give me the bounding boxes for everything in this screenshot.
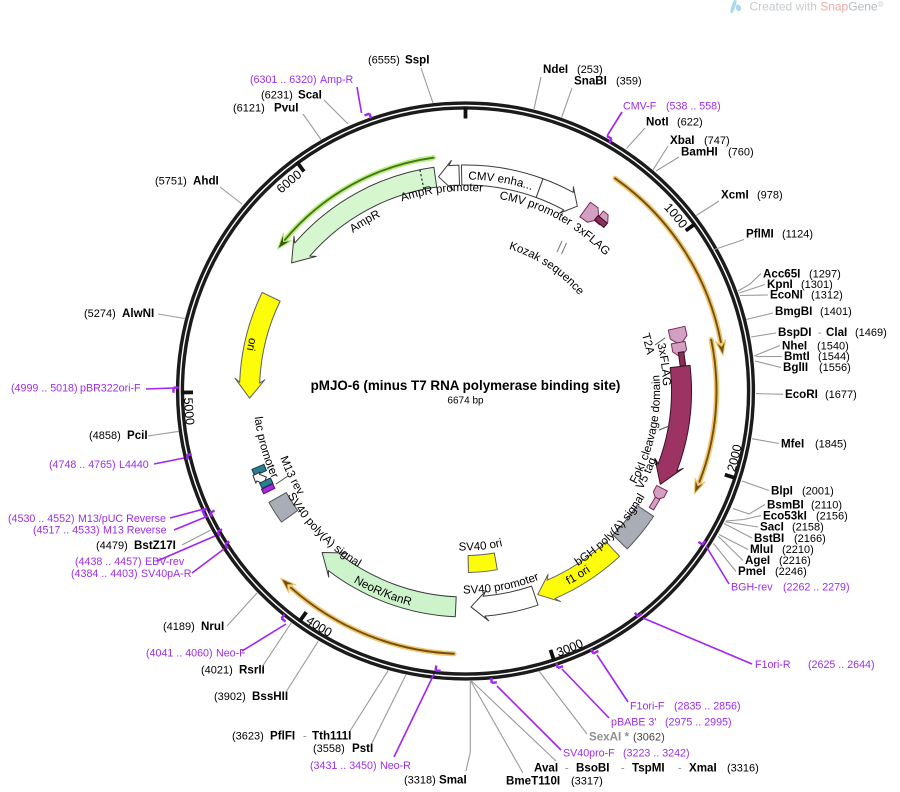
- svg-text:BspDI-ClaI(1469): BspDI-ClaI(1469): [778, 326, 887, 339]
- svg-text:(4384 .. 4403)SV40pA-R: (4384 .. 4403)SV40pA-R: [71, 568, 192, 580]
- svg-text:BGH-rev(2262 .. 2279): BGH-rev(2262 .. 2279): [731, 582, 850, 594]
- svg-text:(6555)SspI: (6555)SspI: [368, 54, 429, 67]
- svg-text:Created with SnapGene®: Created with SnapGene®: [750, 0, 884, 14]
- svg-text:(4189)NruI: (4189)NruI: [163, 620, 224, 633]
- svg-text:(4041 .. 4060)Neo-F: (4041 .. 4060)Neo-F: [146, 648, 246, 660]
- svg-text:5000: 5000: [181, 397, 197, 426]
- svg-text:BamHI(760): BamHI(760): [681, 146, 754, 159]
- svg-text:(6301 .. 6320)Amp-R: (6301 .. 6320)Amp-R: [250, 74, 354, 86]
- svg-text:F1ori-R(2625 .. 2644): F1ori-R(2625 .. 2644): [755, 659, 875, 671]
- svg-text:SexAI *(3062): SexAI *(3062): [589, 731, 665, 744]
- svg-text:BlpI(2001): BlpI(2001): [771, 485, 834, 498]
- svg-text:(4530 .. 4552)M13/pUC Reverse: (4530 .. 4552)M13/pUC Reverse: [8, 513, 166, 525]
- svg-text:pMJO-6 (minus T7 RNA polymeras: pMJO-6 (minus T7 RNA polymerase binding …: [311, 378, 621, 393]
- svg-text:BmeT110I(3317): BmeT110I(3317): [506, 774, 603, 787]
- svg-text:6674 bp: 6674 bp: [447, 395, 484, 406]
- svg-text:(3431 .. 3450)Neo-R: (3431 .. 3450)Neo-R: [310, 760, 411, 772]
- svg-text:(3318)SmaI: (3318)SmaI: [404, 773, 467, 786]
- svg-text:(4438 .. 4457)EBV-rev: (4438 .. 4457)EBV-rev: [75, 556, 185, 568]
- svg-text:(4999 .. 5018)pBR322ori-F: (4999 .. 5018)pBR322ori-F: [11, 383, 141, 395]
- svg-text:(4748 .. 4765)L4440: (4748 .. 4765)L4440: [49, 459, 149, 471]
- svg-text:pBABE 3'(2975 .. 2995): pBABE 3'(2975 .. 2995): [611, 717, 732, 729]
- svg-text:(3558)PstI: (3558)PstI: [313, 742, 373, 755]
- svg-text:(3902)BssHII: (3902)BssHII: [214, 690, 288, 703]
- svg-text:CMV-F(538 .. 558): CMV-F(538 .. 558): [623, 101, 721, 113]
- svg-text:(4858)PciI: (4858)PciI: [89, 429, 148, 442]
- svg-text:(6231)ScaI: (6231)ScaI: [261, 89, 322, 102]
- svg-text:(3623)PflFI-Tth111I: (3623)PflFI-Tth111I: [232, 730, 351, 743]
- svg-text:F1ori-F(2835 .. 2856): F1ori-F(2835 .. 2856): [630, 701, 741, 713]
- svg-text:(4479)BstZ17I: (4479)BstZ17I: [96, 539, 176, 552]
- svg-text:SV40pro-F(3223 .. 3242): SV40pro-F(3223 .. 3242): [563, 748, 690, 760]
